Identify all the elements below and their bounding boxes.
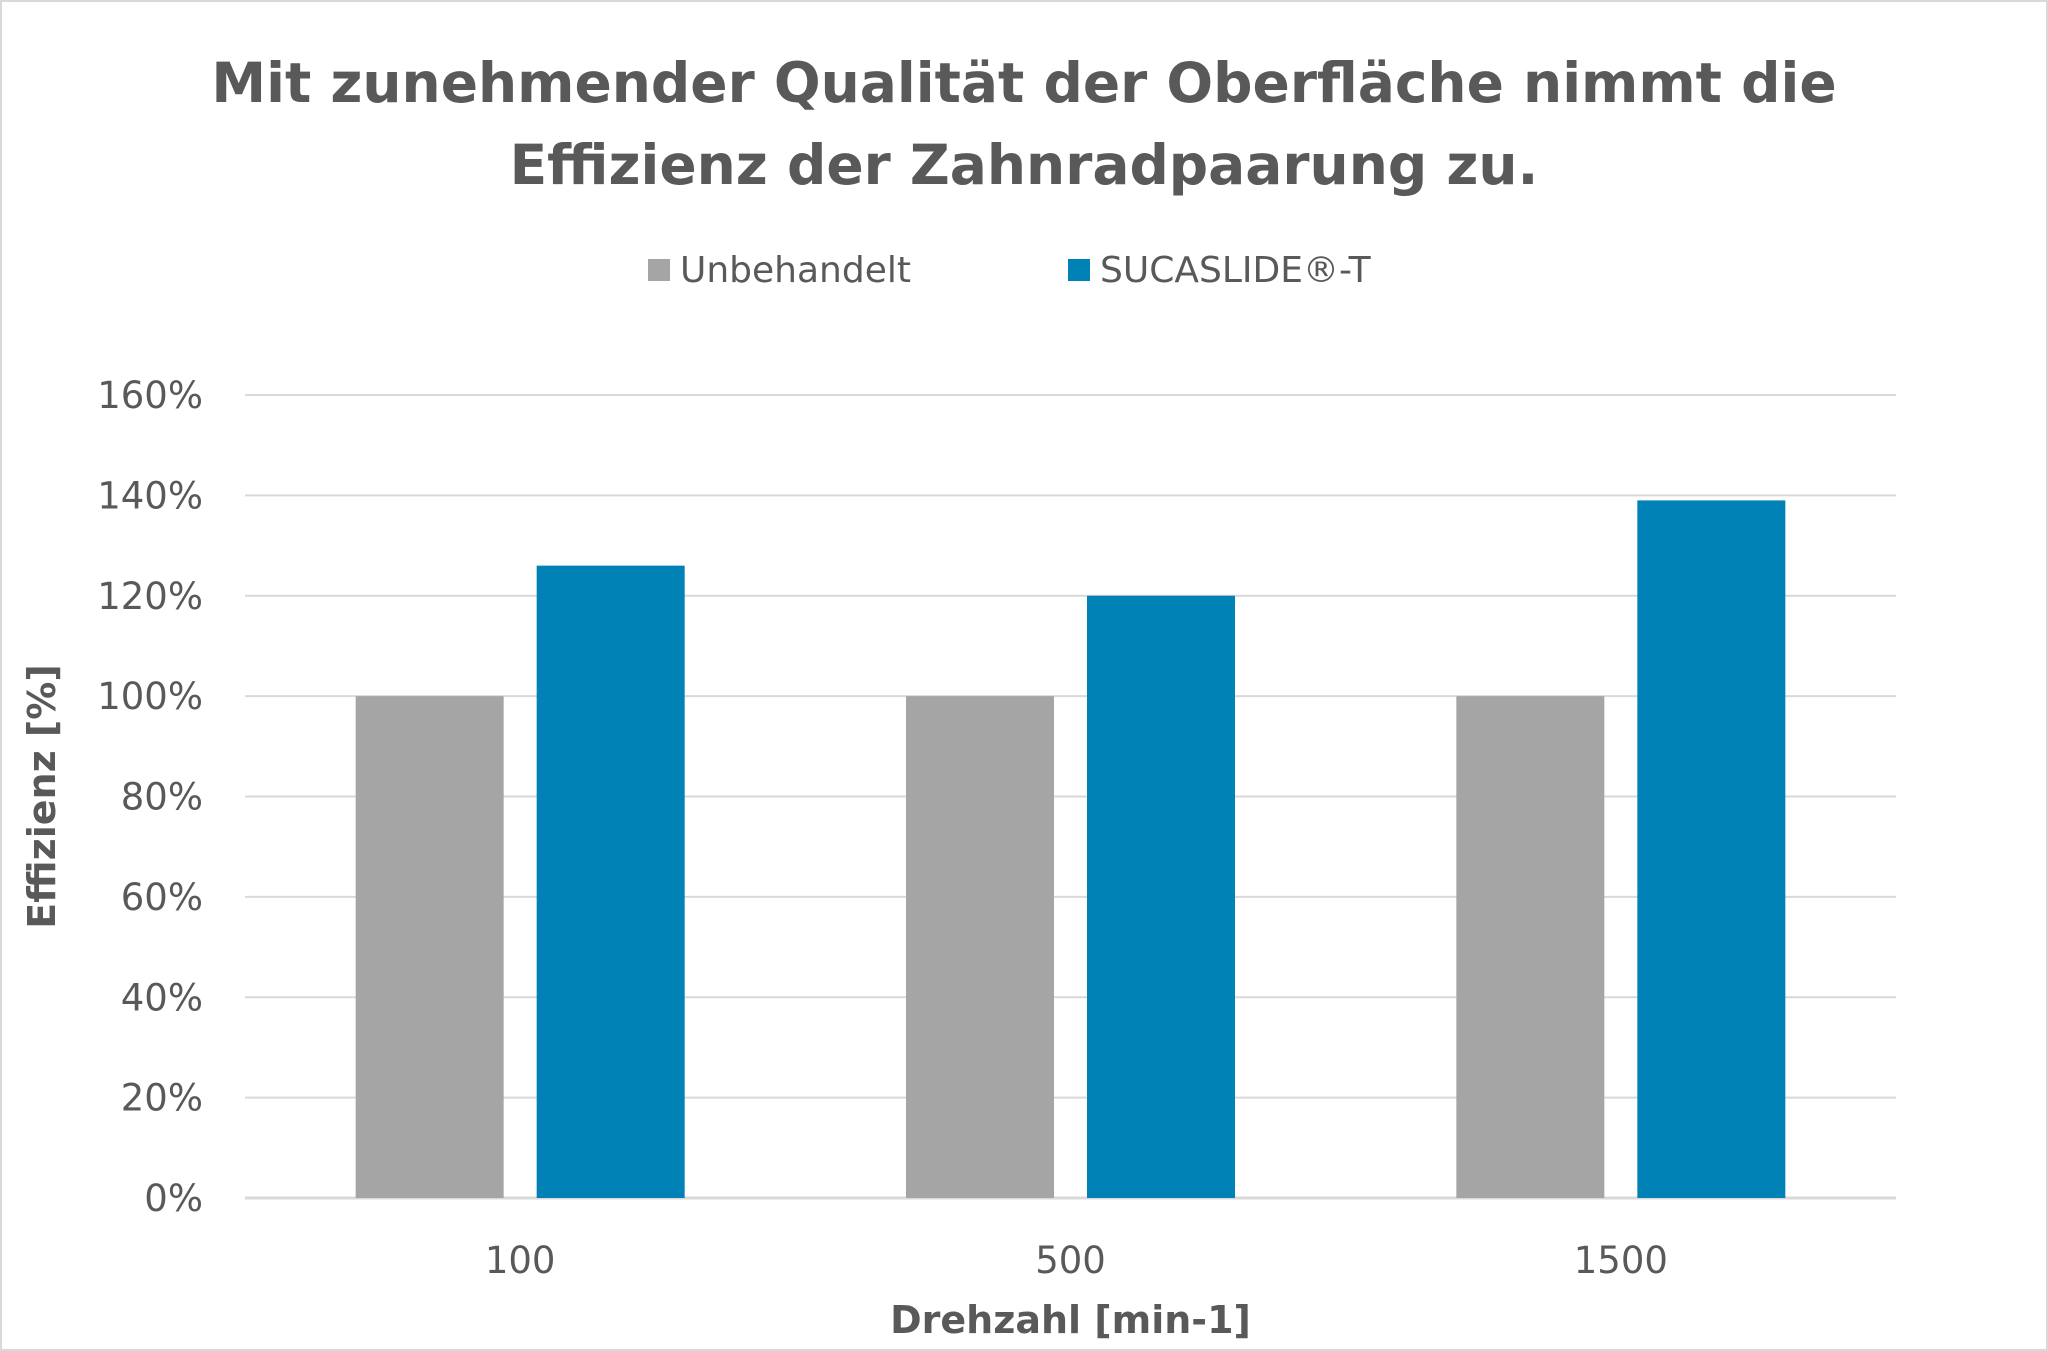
y-tick-label: 160% [97, 374, 203, 417]
bar-sucaslide-100 [536, 565, 685, 1198]
legend-label-unbehandelt: Unbehandelt [680, 249, 911, 291]
bar-sucaslide-1500 [1637, 500, 1786, 1198]
y-tick-label: 20% [121, 1077, 203, 1120]
legend-item-unbehandelt: Unbehandelt [648, 245, 911, 295]
y-tick-label: 80% [121, 776, 203, 819]
bar-sucaslide-500 [1087, 595, 1235, 1198]
y-tick-label: 60% [121, 876, 203, 919]
legend-label-sucaslide: SUCASLIDE®-T [1100, 249, 1371, 291]
legend-item-sucaslide: SUCASLIDE®-T [1068, 245, 1371, 295]
chart-title-line-2: Effizienz der Zahnradpaarung zu. [509, 133, 1539, 197]
x-tick-label: 1500 [1574, 1239, 1668, 1282]
y-tick-label: 120% [97, 575, 203, 618]
y-tick-label: 0% [144, 1177, 203, 1220]
bar-unbehandelt-100 [355, 696, 504, 1198]
x-axis-title: Drehzahl [min-1] [890, 1298, 1251, 1342]
y-tick-label: 140% [97, 474, 203, 517]
y-tick-label: 100% [97, 675, 203, 718]
legend-swatch-sucaslide [1068, 259, 1090, 281]
x-tick-label: 500 [1035, 1239, 1106, 1282]
bar-unbehandelt-500 [906, 696, 1054, 1198]
x-tick-label: 100 [485, 1239, 556, 1282]
chart-title: Mit zunehmender Qualität der Oberfläche … [0, 42, 2048, 206]
bar-unbehandelt-1500 [1456, 696, 1605, 1198]
y-tick-label: 40% [121, 976, 203, 1019]
chart-title-line-1: Mit zunehmender Qualität der Oberfläche … [211, 51, 1837, 115]
legend-swatch-unbehandelt [648, 259, 670, 281]
y-axis-title: Effizienz [%] [20, 664, 64, 928]
chart-legend: Unbehandelt SUCASLIDE®-T [0, 245, 2048, 295]
